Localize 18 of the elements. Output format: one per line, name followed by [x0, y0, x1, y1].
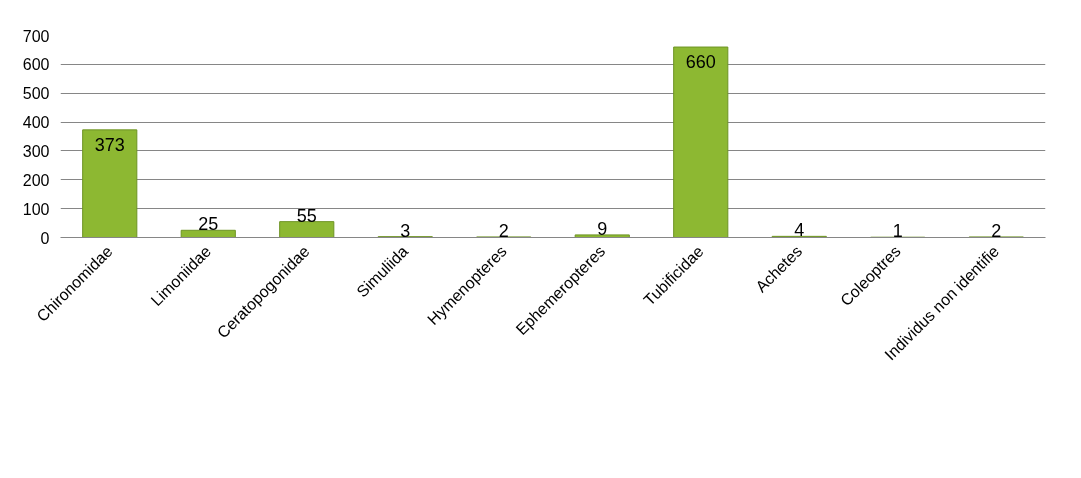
y-tick-label: 200 [22, 171, 50, 189]
data-label: 660 [685, 52, 716, 73]
y-tick-label: 300 [22, 142, 50, 160]
data-label: 4 [794, 220, 805, 241]
y-tick-label: 400 [22, 114, 50, 132]
data-label: 2 [991, 220, 1002, 241]
y-tick-label: 500 [22, 85, 50, 103]
data-label: 2 [498, 220, 509, 241]
y-tick-label: 100 [22, 200, 50, 218]
data-label: 1 [892, 221, 903, 242]
data-label: 3 [400, 220, 411, 241]
data-label: 25 [198, 214, 219, 235]
y-tick-label: 0 [40, 229, 50, 247]
y-tick-label: 700 [22, 27, 50, 45]
data-label: 373 [94, 134, 125, 155]
y-tick-label: 600 [22, 56, 50, 74]
data-label: 9 [597, 218, 608, 239]
data-label: 55 [296, 205, 317, 226]
